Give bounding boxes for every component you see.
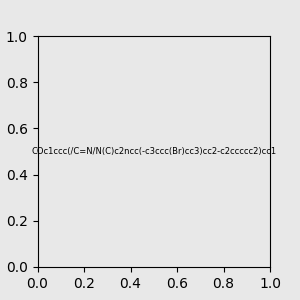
Text: COc1ccc(/C=N/N(C)c2ncc(-c3ccc(Br)cc3)cc2-c2ccccc2)cc1: COc1ccc(/C=N/N(C)c2ncc(-c3ccc(Br)cc3)cc2…: [31, 147, 276, 156]
